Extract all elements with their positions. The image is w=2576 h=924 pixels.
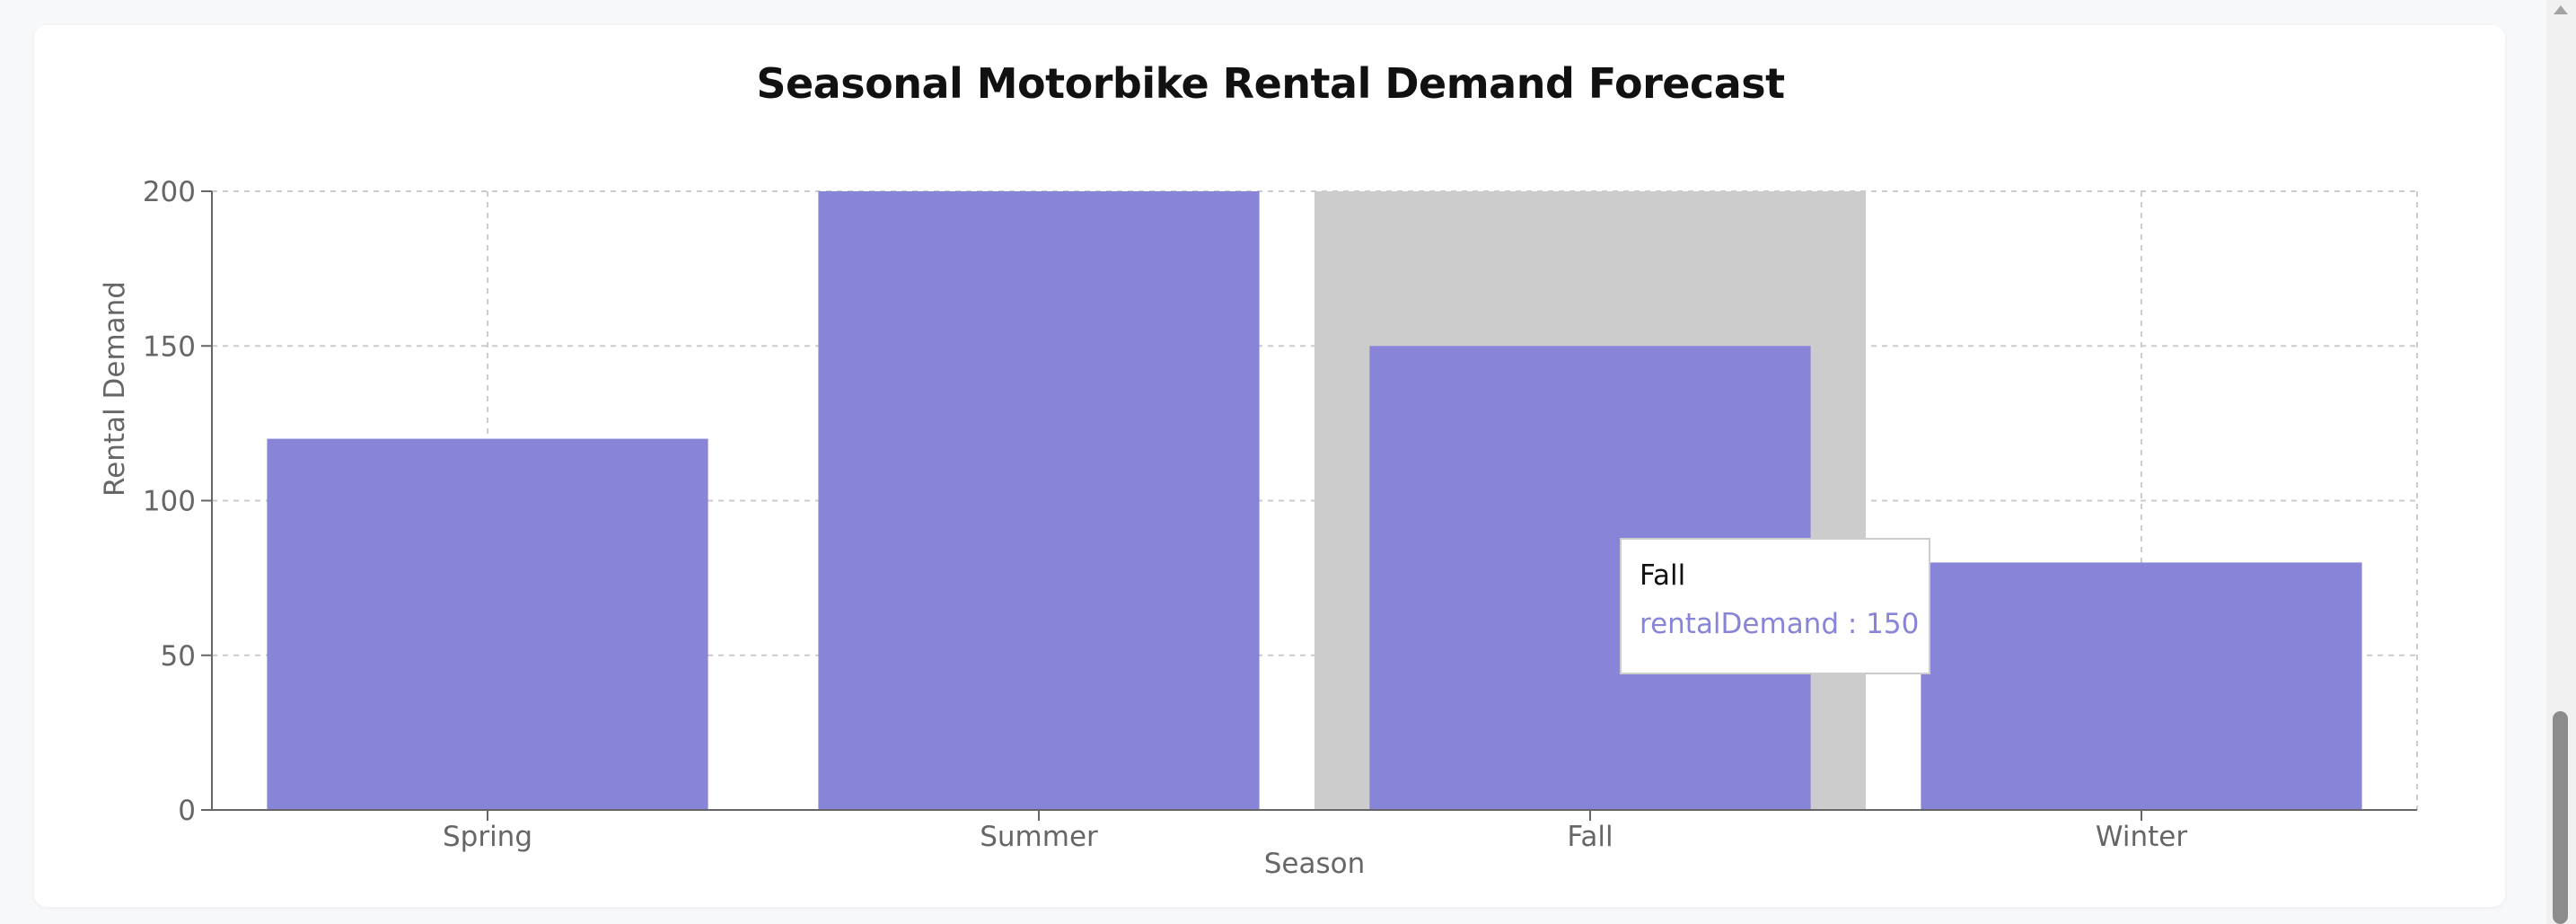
x-tick-label: Summer [980,821,1098,853]
chart-tooltip: Fall rentalDemand : 150 [1620,538,1930,674]
bar-summer [818,191,1260,810]
scrollbar-thumb[interactable] [2553,711,2568,924]
tooltip-label: Fall [1640,559,1686,592]
y-axis-title: Rental Demand [99,281,131,497]
y-tick-label: 200 [143,176,196,208]
bar-winter [1921,562,2362,810]
scroll-up-arrow-icon[interactable] [2554,5,2568,14]
x-tick-label: Spring [443,821,532,853]
bar-spring [267,438,708,810]
x-axis-title: Season [1264,848,1366,880]
y-tick-label: 0 [178,795,196,827]
y-tick-label: 100 [143,486,196,518]
y-tick-label: 150 [143,330,196,363]
x-tick-label: Winter [2096,821,2187,853]
y-tick-label: 50 [161,640,196,673]
tooltip-value: rentalDemand : 150 [1640,608,1920,640]
chart-title: Seasonal Motorbike Rental Demand Forecas… [756,59,1785,108]
vertical-scrollbar[interactable] [2546,0,2576,924]
x-tick-label: Fall [1567,821,1613,853]
